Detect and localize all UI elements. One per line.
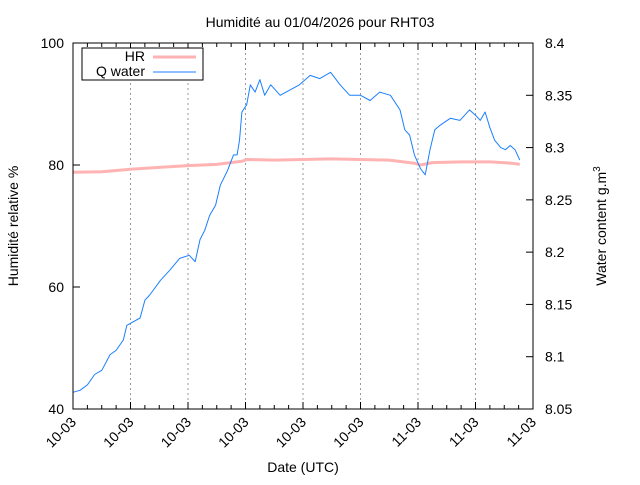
series-line-q-water	[72, 71, 521, 393]
y2-tick-label: 8.2	[545, 244, 565, 260]
y2-tick-label: 8.15	[545, 296, 572, 312]
legend-label-q-water: Q water	[96, 63, 145, 79]
legend-box	[81, 47, 204, 81]
x-tick-label: 11-03	[446, 414, 482, 450]
grid	[130, 43, 476, 409]
x-tick-label: 10-03	[272, 414, 309, 451]
y2-tick-label: 8.25	[545, 192, 572, 208]
y-axis-label: Humidité relative %	[5, 166, 21, 287]
y-tick-label: 60	[48, 279, 64, 295]
y2-tick-label: 8.3	[545, 140, 565, 156]
y-tick-label: 40	[48, 401, 64, 417]
y2-axis-label: Water content g.m3	[592, 166, 609, 286]
x-tick-label: 10-03	[100, 414, 137, 451]
y2-tick-label: 8.4	[545, 35, 565, 51]
legend-label-hr: HR	[125, 48, 145, 64]
x-tick-label: 10-03	[42, 414, 79, 451]
x-tick-label: 11-03	[503, 414, 539, 450]
legend: HR Q water	[81, 47, 204, 81]
x-tick-label: 10-03	[215, 414, 252, 451]
axes: 10-03 10-03 10-03 10-03 10-03 10-03 11-03 11-03…	[41, 35, 573, 450]
x-tick-label: 10-03	[157, 414, 194, 451]
y2-axis-label-text: Water content g.m	[593, 172, 609, 286]
x-tick-label: 10-03	[330, 414, 367, 451]
y2-axis-label-exponent: 3	[592, 166, 603, 172]
y2-tick-label: 8.05	[545, 401, 572, 417]
series-layer	[72, 71, 521, 393]
y-tick-label: 80	[48, 157, 64, 173]
chart-title: Humidité au 01/04/2026 pour RHT03	[206, 14, 435, 30]
y2-tick-label: 8.1	[545, 349, 565, 365]
y2-tick-label: 8.35	[545, 87, 572, 103]
x-tick-label: 11-03	[388, 414, 424, 450]
x-axis-label: Date (UTC)	[267, 459, 339, 475]
y-tick-label: 100	[41, 35, 65, 51]
series-line-hr	[72, 157, 521, 174]
